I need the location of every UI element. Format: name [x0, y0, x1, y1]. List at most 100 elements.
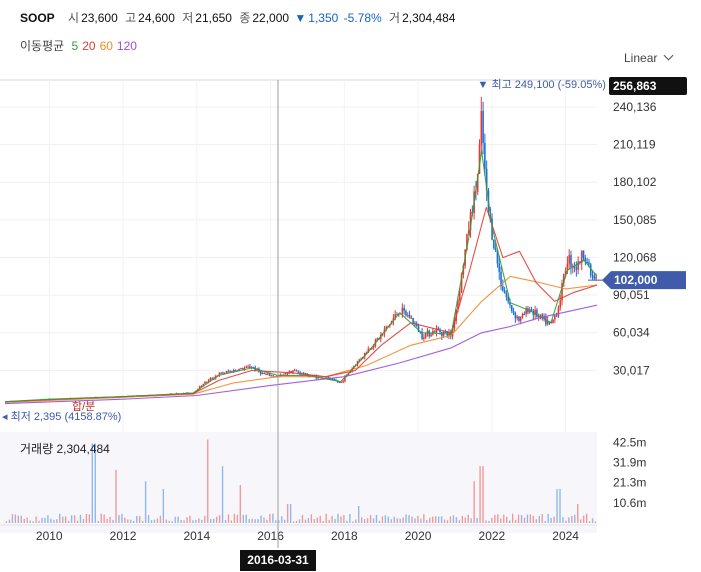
volume-bar	[500, 518, 502, 523]
candle-body	[566, 263, 569, 271]
candle-body	[546, 321, 549, 325]
volume-bar	[11, 514, 14, 523]
candle-body	[363, 352, 366, 357]
volume-bar	[585, 513, 588, 523]
volume-bar	[109, 516, 111, 523]
volume-bar	[568, 517, 570, 523]
volume-bar	[393, 516, 395, 523]
candle-body	[493, 239, 495, 249]
volume-bar	[5, 521, 8, 523]
axes: 30,017 60,034 90,051 120,068 150,085 180,102 2…	[0, 100, 657, 543]
volume-bar	[94, 443, 96, 523]
candle-body	[573, 266, 576, 268]
volume-bar	[106, 518, 108, 523]
candle-body	[344, 376, 346, 382]
candle-body	[410, 317, 413, 319]
volume-bar	[523, 517, 526, 523]
volume-bar	[467, 514, 469, 523]
volume-bar	[201, 519, 203, 523]
candle-body	[554, 315, 556, 320]
volume-bar	[337, 513, 339, 523]
y-tick-label: 90,051	[613, 288, 650, 302]
volume-bar	[133, 520, 135, 523]
volume-bar	[23, 518, 25, 523]
volume-bar	[378, 520, 381, 523]
volume-bar	[491, 517, 493, 523]
volume-bar	[488, 520, 490, 523]
candle-body	[267, 373, 269, 375]
volume-bar	[44, 517, 46, 523]
y-tick-label: 180,102	[613, 175, 657, 189]
volume-tick-label: 42.5m	[613, 435, 646, 449]
volume-bar	[301, 515, 304, 523]
volume-panel-label: 거래량 2,304,484	[20, 440, 110, 457]
volume-bar	[289, 504, 292, 523]
volume-bar	[565, 520, 567, 523]
volume-bar	[70, 515, 73, 523]
candle-body	[453, 321, 456, 329]
crosshair-date-tag: 2016-03-31	[240, 550, 316, 571]
volume-bar	[251, 518, 253, 523]
volume-bar	[224, 520, 227, 523]
volume-bar	[73, 515, 76, 523]
volume-bar	[497, 514, 499, 523]
moving-average-legend[interactable]: 이동평균 5 20 60 120	[20, 37, 141, 54]
ma120-line	[4, 304, 598, 405]
candle-body	[338, 382, 341, 384]
candle-body	[457, 299, 459, 310]
x-tick-label: 2010	[36, 529, 63, 543]
volume-bar	[124, 517, 126, 523]
candle-body	[530, 309, 533, 311]
volume-bar	[239, 485, 242, 523]
candle-body	[403, 307, 405, 311]
moving-average-period: 5	[71, 39, 79, 53]
candle-body	[367, 349, 370, 353]
volume-bar	[437, 516, 440, 523]
candle-body	[408, 315, 411, 319]
volume-bar	[559, 488, 561, 523]
volume-bar	[455, 517, 458, 523]
volume-bar	[319, 515, 321, 523]
volume-bar	[464, 517, 466, 523]
low-value: 21,650	[195, 11, 232, 25]
volume-bar	[79, 514, 82, 523]
scale-selector[interactable]: Linear	[624, 50, 674, 65]
candle-body	[482, 111, 484, 143]
candle-body	[584, 258, 587, 263]
volume-bar	[556, 488, 558, 523]
candle-body	[238, 368, 240, 371]
x-tick-label: 2024	[552, 529, 579, 543]
volume-bar	[325, 513, 327, 523]
volume-bar	[535, 519, 538, 523]
candle-body	[290, 371, 292, 373]
volume-bar	[56, 519, 58, 523]
volume-bar	[384, 515, 387, 523]
candle-body	[534, 309, 536, 315]
volume-bar	[212, 518, 215, 523]
volume-bar	[591, 518, 594, 523]
candle-body	[563, 274, 565, 284]
candle-body	[223, 373, 226, 375]
candle-body	[222, 372, 224, 374]
candle-body	[525, 308, 527, 314]
volume-bar	[375, 514, 378, 523]
volume-bar	[298, 519, 301, 523]
candle-body	[272, 375, 274, 377]
volume-bar	[165, 519, 168, 523]
candle-body	[494, 248, 497, 251]
volume-bar	[580, 519, 582, 523]
volume-bar	[221, 466, 224, 523]
volume-bar	[121, 513, 123, 523]
candle-body	[593, 275, 596, 279]
candle-body	[265, 374, 267, 376]
volume-bar	[272, 513, 274, 523]
volume-bar	[159, 515, 162, 523]
candle-body	[469, 211, 472, 231]
candle-body	[394, 314, 396, 319]
volume-bar	[322, 520, 324, 523]
volume-bar	[144, 481, 147, 523]
candle-body	[396, 314, 398, 316]
volume-bar	[372, 518, 375, 523]
volume-bar	[67, 520, 70, 523]
